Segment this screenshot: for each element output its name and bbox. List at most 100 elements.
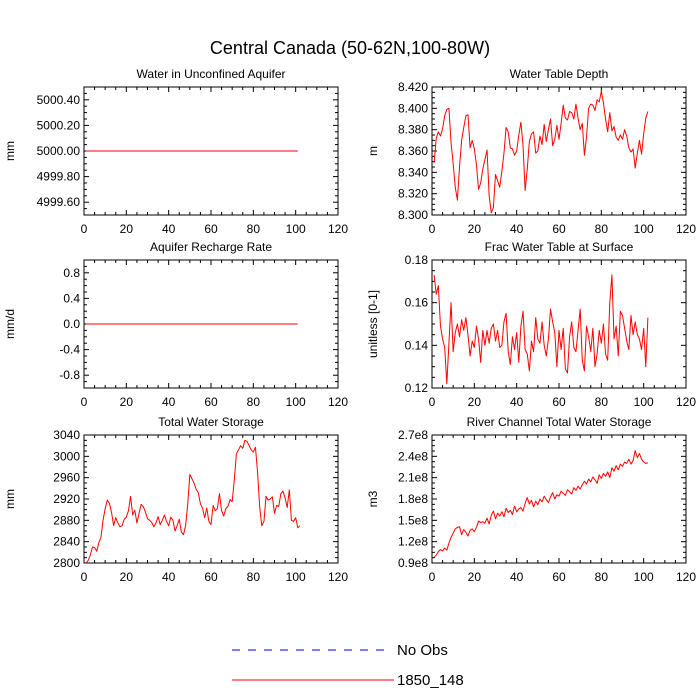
x-tick-label: 60 — [204, 222, 218, 236]
y-tick-label: 2840 — [53, 535, 80, 549]
y-tick-label: -0.8 — [59, 368, 80, 382]
y-tick-label: 2880 — [53, 513, 80, 527]
x-tick-label: 80 — [247, 222, 261, 236]
y-tick-label: 5000.00 — [37, 144, 81, 158]
series-line-1850-148 — [433, 274, 649, 385]
x-tick-label: 80 — [595, 570, 609, 584]
y-axis-label: mm/d — [3, 309, 17, 339]
x-tick-label: 100 — [634, 570, 654, 584]
x-tick-label: 100 — [634, 222, 654, 236]
x-tick-label: 0 — [429, 222, 436, 236]
plot-frame — [431, 86, 687, 216]
y-tick-label: 4999.60 — [37, 195, 81, 209]
legend: No Obs 1850_148 — [232, 642, 464, 689]
series-line-1850-148 — [85, 439, 301, 564]
y-tick-label: 0.4 — [63, 291, 80, 305]
legend-no-obs-label: No Obs — [397, 642, 448, 659]
panels-group: Water in Unconfined Aquifer 0 20 40 60 80 100 1… — [3, 67, 696, 584]
x-tick-label: 40 — [510, 570, 524, 584]
panel-title: Aquifer Recharge Rate — [150, 240, 272, 254]
y-tick-label: 2.1e8 — [398, 471, 428, 485]
y-tick-label: 0.18 — [405, 253, 429, 267]
y-tick-label: 0.12 — [405, 381, 429, 395]
x-tick-label: 120 — [676, 395, 696, 409]
x-tick-label: 0 — [81, 570, 88, 584]
x-tick-label: 0 — [81, 222, 88, 236]
plot-frame — [83, 434, 339, 564]
panel-aquifer-recharge-rate: Aquifer Recharge Rate 0 20 40 60 80 100 120 -0.8… — [3, 240, 348, 409]
y-tick-label: 4999.80 — [37, 170, 81, 184]
x-tick-label: 100 — [286, 222, 306, 236]
x-tick-label: 120 — [328, 222, 348, 236]
x-tick-label: 80 — [247, 395, 261, 409]
y-axis-label: unitless [0-1] — [366, 290, 380, 358]
legend-series-label: 1850_148 — [397, 672, 464, 689]
panel-water-in-unconfined-aquifer: Water in Unconfined Aquifer 0 20 40 60 80 100 1… — [3, 67, 348, 236]
x-tick-label: 80 — [247, 570, 261, 584]
panel-title: Frac Water Table at Surface — [485, 240, 634, 254]
x-tick-label: 40 — [162, 395, 176, 409]
plot-frame — [431, 434, 687, 564]
x-tick-label: 80 — [595, 222, 609, 236]
panel-water-table-depth: Water Table Depth 0 20 40 60 80 100 120 8.300 8.3… — [366, 67, 696, 236]
y-tick-label: 0.16 — [405, 296, 429, 310]
x-tick-label: 100 — [286, 395, 306, 409]
x-tick-label: 60 — [552, 570, 566, 584]
x-tick-label: 0 — [81, 395, 88, 409]
y-axis-label: m3 — [366, 490, 380, 507]
y-axis-label: mm — [3, 141, 17, 161]
x-tick-label: 20 — [120, 395, 134, 409]
x-tick-label: 20 — [120, 570, 134, 584]
y-tick-label: 0.0 — [63, 317, 80, 331]
x-tick-label: 0 — [429, 570, 436, 584]
x-tick-label: 80 — [595, 395, 609, 409]
x-tick-label: 60 — [204, 570, 218, 584]
x-tick-label: 40 — [510, 395, 524, 409]
panel-total-water-storage: Total Water Storage 0 20 40 60 80 100 120 2800 28… — [3, 415, 348, 584]
x-tick-label: 40 — [162, 222, 176, 236]
y-tick-label: 1.5e8 — [398, 513, 428, 527]
x-tick-label: 120 — [676, 570, 696, 584]
x-tick-label: 60 — [204, 395, 218, 409]
y-tick-label: 0.9e8 — [398, 556, 428, 570]
y-tick-label: 0.14 — [405, 338, 429, 352]
series-line-1850-148 — [433, 90, 649, 214]
y-tick-label: 3040 — [53, 428, 80, 442]
y-tick-label: 8.400 — [398, 101, 428, 115]
y-tick-label: 1.8e8 — [398, 492, 428, 506]
y-tick-label: 8.340 — [398, 165, 428, 179]
panel-frac-water-table-at-surface: Frac Water Table at Surface 0 20 40 60 80 100 1… — [366, 240, 696, 409]
x-tick-label: 20 — [120, 222, 134, 236]
panel-title: River Channel Total Water Storage — [467, 415, 652, 429]
panel-title: Water Table Depth — [510, 67, 609, 81]
panel-title: Total Water Storage — [158, 415, 264, 429]
y-tick-label: 8.380 — [398, 123, 428, 137]
y-tick-label: 8.320 — [398, 187, 428, 201]
y-tick-label: 2.4e8 — [398, 449, 428, 463]
y-tick-label: 8.420 — [398, 80, 428, 94]
x-tick-label: 60 — [552, 222, 566, 236]
x-tick-label: 20 — [468, 222, 482, 236]
y-tick-label: -0.4 — [59, 343, 80, 357]
y-tick-label: 5000.20 — [37, 118, 81, 132]
y-tick-label: 8.300 — [398, 208, 428, 222]
x-tick-label: 120 — [328, 570, 348, 584]
y-tick-label: 2960 — [53, 471, 80, 485]
x-tick-label: 100 — [286, 570, 306, 584]
panel-river-channel-total-water-storage: River Channel Total Water Storage 0 20 40 60… — [366, 415, 696, 584]
y-tick-label: 5000.40 — [37, 93, 81, 107]
y-tick-label: 2920 — [53, 492, 80, 506]
x-tick-label: 40 — [510, 222, 524, 236]
x-tick-label: 100 — [634, 395, 654, 409]
x-tick-label: 20 — [468, 570, 482, 584]
x-tick-label: 20 — [468, 395, 482, 409]
y-tick-label: 8.360 — [398, 144, 428, 158]
x-tick-label: 120 — [676, 222, 696, 236]
y-axis-label: m — [366, 146, 380, 156]
y-tick-label: 3000 — [53, 449, 80, 463]
panel-title: Water in Unconfined Aquifer — [137, 67, 286, 81]
y-axis-label: mm — [3, 489, 17, 509]
x-tick-label: 0 — [429, 395, 436, 409]
figure-title: Central Canada (50-62N,100-80W) — [210, 38, 490, 58]
